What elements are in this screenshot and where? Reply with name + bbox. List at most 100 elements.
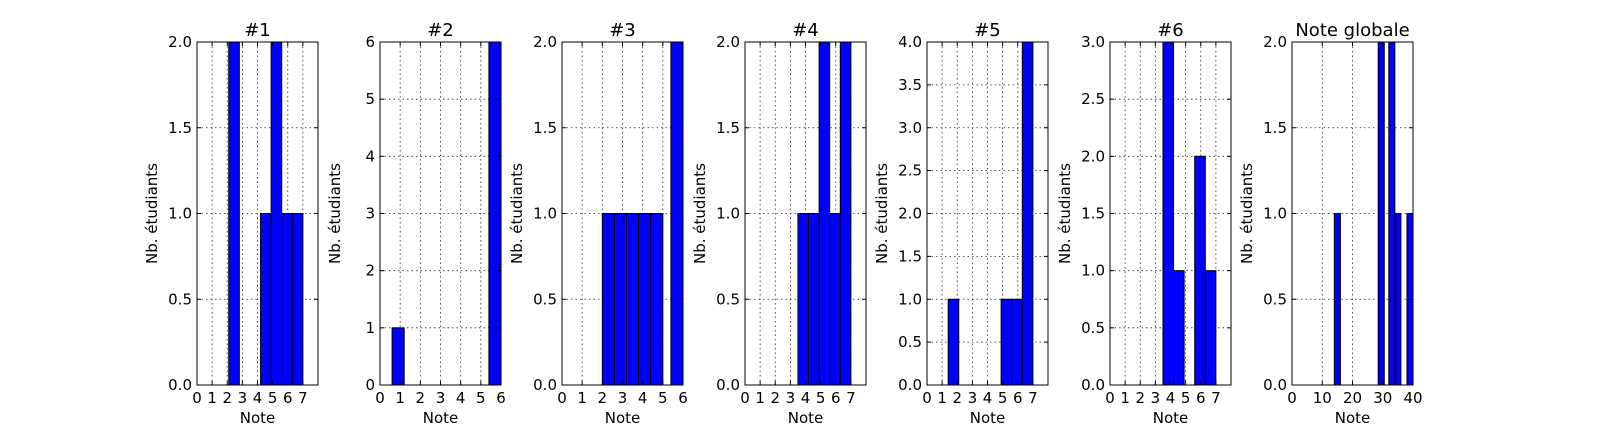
y-tick-label: 1 bbox=[365, 319, 375, 337]
subplot-5: 0 1 2 3 4 5 6 7 0.0 0.5 1.0 1.5 2.0 2.5 3.0 3.5 4.0 #5 Not… bbox=[873, 20, 1049, 427]
y-tick-label: 2.0 bbox=[898, 205, 922, 223]
y-tick-label: 1.5 bbox=[716, 119, 740, 137]
y-tick-label: 6 bbox=[365, 33, 375, 51]
subplot-1: 0 1 2 3 4 5 6 7 0.0 0.5 1.0 1.5 2.0 #1 Note Nb. étudian… bbox=[143, 20, 319, 427]
histogram-bar bbox=[638, 213, 652, 386]
x-tick-label: 3 bbox=[436, 389, 446, 407]
x-tick-label: 4 bbox=[456, 389, 466, 407]
x-axis-label: Note bbox=[970, 409, 1006, 427]
histogram-bar bbox=[797, 213, 810, 386]
x-tick-label: 1 bbox=[207, 389, 217, 407]
y-axis-label: Nb. étudiants bbox=[691, 163, 709, 264]
histogram-bar bbox=[1204, 270, 1217, 386]
x-tick-label: 7 bbox=[1028, 389, 1038, 407]
x-tick-label: 7 bbox=[298, 389, 308, 407]
x-tick-label: 3 bbox=[1151, 389, 1161, 407]
x-tick-label: 10 bbox=[1313, 389, 1332, 407]
x-axis-label: Note bbox=[788, 409, 824, 427]
y-tick-label: 2.0 bbox=[1081, 147, 1105, 165]
x-tick-label: 4 bbox=[253, 389, 263, 407]
histogram-bar bbox=[228, 41, 240, 386]
x-tick-label: 2 bbox=[416, 389, 426, 407]
y-tick-label: 0.5 bbox=[716, 290, 740, 308]
y-tick-label: 3 bbox=[365, 205, 375, 223]
x-tick-label: 6 bbox=[1196, 389, 1206, 407]
histogram-bar bbox=[1194, 155, 1206, 386]
y-axis-label: Nb. étudiants bbox=[873, 163, 891, 264]
x-tick-label: 1 bbox=[937, 389, 947, 407]
x-tick-label: 0 bbox=[557, 389, 567, 407]
y-tick-label: 3.0 bbox=[1081, 33, 1105, 51]
x-tick-label: 2 bbox=[770, 389, 780, 407]
histogram-bar bbox=[626, 213, 640, 386]
x-tick-label: 7 bbox=[1211, 389, 1221, 407]
y-tick-label: 0.0 bbox=[168, 376, 192, 394]
y-tick-label: 0.5 bbox=[1081, 319, 1105, 337]
x-tick-label: 3 bbox=[238, 389, 248, 407]
x-tick-label: 5 bbox=[268, 389, 278, 407]
x-tick-label: 5 bbox=[476, 389, 486, 407]
chart-title: #6 bbox=[1157, 20, 1184, 41]
histogram-bar bbox=[1333, 213, 1341, 386]
histogram-bar bbox=[260, 213, 272, 386]
y-tick-label: 5 bbox=[365, 90, 375, 108]
x-tick-label: 6 bbox=[283, 389, 293, 407]
subplot-7: 0 10 20 30 40 0.0 0.5 1.0 1.5 2.0 Note globale Note… bbox=[1238, 20, 1423, 427]
y-tick-label: 1.0 bbox=[168, 205, 192, 223]
histogram-bar bbox=[1021, 41, 1034, 386]
histogram-bar bbox=[650, 213, 664, 386]
chart-title: #4 bbox=[792, 20, 819, 41]
y-tick-label: 4.0 bbox=[898, 33, 922, 51]
histogram-bar bbox=[1394, 213, 1402, 386]
y-tick-label: 1.0 bbox=[1263, 205, 1287, 223]
y-tick-label: 1.5 bbox=[898, 247, 922, 265]
x-tick-label: 0 bbox=[1105, 389, 1115, 407]
histogram-bar bbox=[613, 213, 628, 386]
y-tick-label: 2.5 bbox=[1081, 90, 1105, 108]
histogram-bar bbox=[1377, 41, 1385, 386]
x-tick-label: 5 bbox=[816, 389, 826, 407]
y-tick-label: 0.0 bbox=[1081, 376, 1105, 394]
histogram-bar bbox=[1162, 41, 1175, 386]
histogram-bar bbox=[281, 213, 293, 386]
chart-title: Note globale bbox=[1295, 20, 1409, 41]
y-axis-label: Nb. étudiants bbox=[1056, 163, 1074, 264]
x-tick-label: 3 bbox=[786, 389, 796, 407]
y-tick-label: 1.5 bbox=[1081, 205, 1105, 223]
x-axis-label: Note bbox=[1153, 409, 1189, 427]
x-tick-label: 0 bbox=[922, 389, 932, 407]
y-tick-label: 0.0 bbox=[533, 376, 557, 394]
x-tick-label: 40 bbox=[1403, 389, 1422, 407]
y-tick-label: 0.0 bbox=[898, 376, 922, 394]
x-tick-label: 3 bbox=[968, 389, 978, 407]
x-axis-label: Note bbox=[1335, 409, 1371, 427]
subplot-4: 0 1 2 3 4 5 6 7 0.0 0.5 1.0 1.5 2.0 #4 Note Nb. étudian… bbox=[691, 20, 867, 427]
y-axis-label: Nb. étudiants bbox=[326, 163, 344, 264]
y-tick-label: 0.5 bbox=[533, 290, 557, 308]
y-tick-label: 0 bbox=[365, 376, 375, 394]
x-tick-label: 3 bbox=[618, 389, 628, 407]
y-tick-label: 1.0 bbox=[533, 205, 557, 223]
x-tick-label: 1 bbox=[395, 389, 405, 407]
x-tick-label: 4 bbox=[1166, 389, 1176, 407]
y-axis-label: Nb. étudiants bbox=[1238, 163, 1256, 264]
y-axis-label: Nb. étudiants bbox=[508, 163, 526, 264]
x-tick-label: 5 bbox=[1181, 389, 1191, 407]
y-tick-label: 2.0 bbox=[716, 33, 740, 51]
y-tick-label: 1.5 bbox=[168, 119, 192, 137]
histogram-bar bbox=[1000, 298, 1013, 386]
y-tick-label: 4 bbox=[365, 147, 375, 165]
histogram-bar bbox=[270, 41, 283, 386]
y-tick-label: 2.0 bbox=[533, 33, 557, 51]
y-tick-label: 1.0 bbox=[1081, 262, 1105, 280]
subplot-6: 0 1 2 3 4 5 6 7 0.0 0.5 1.0 1.5 2.0 2.5 3.0 #6 Note Nb. é… bbox=[1056, 20, 1232, 427]
y-tick-label: 0.0 bbox=[716, 376, 740, 394]
x-tick-label: 1 bbox=[755, 389, 765, 407]
y-tick-label: 3.0 bbox=[898, 119, 922, 137]
y-tick-label: 2.5 bbox=[898, 162, 922, 180]
y-tick-label: 2 bbox=[365, 262, 375, 280]
chart-title: #1 bbox=[244, 20, 271, 41]
x-tick-label: 0 bbox=[375, 389, 385, 407]
